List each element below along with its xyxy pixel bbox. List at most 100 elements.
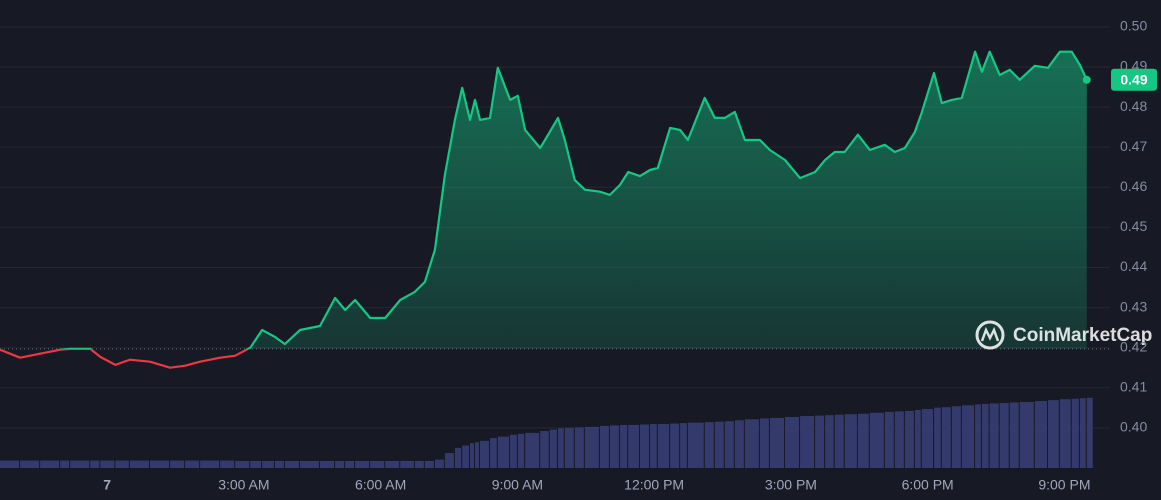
- volume-bar: [599, 425, 609, 468]
- volume-bar: [510, 434, 517, 468]
- watermark: CoinMarketCap: [975, 320, 1152, 350]
- volume-bar: [434, 459, 444, 468]
- volume-bar: [200, 460, 220, 468]
- volume-bar: [650, 424, 657, 468]
- volume-bar: [250, 460, 262, 468]
- price-line: [0, 50, 1088, 369]
- volume-bar: [800, 416, 815, 468]
- x-tick-label: 3:00 AM: [218, 477, 269, 493]
- volume-bar: [951, 406, 961, 468]
- volume-bar: [734, 420, 744, 468]
- volume-bar: [220, 460, 235, 468]
- volume-bar: [619, 424, 628, 468]
- volume-bar: [525, 432, 540, 468]
- volume-bar: [869, 412, 884, 468]
- volume-bar: [989, 403, 999, 468]
- volume-bar: [857, 413, 869, 468]
- volume-bar: [724, 421, 734, 468]
- volume-bar: [262, 460, 274, 468]
- last-point: [1082, 75, 1091, 84]
- x-tick-label: 9:00 AM: [492, 477, 543, 493]
- y-tick-label: 0.47: [1120, 138, 1147, 154]
- x-tick-label: 6:00 PM: [902, 477, 954, 493]
- volume-bar: [704, 422, 714, 468]
- volume-bar: [1086, 397, 1093, 468]
- x-tick-label: 3:00 PM: [765, 477, 817, 493]
- volume-bar: [444, 453, 454, 468]
- last-price-label: 0.49: [1120, 72, 1147, 88]
- volume-bar: [981, 403, 989, 468]
- volume-bar: [714, 421, 724, 468]
- volume-bar: [462, 445, 469, 468]
- watermark-text: CoinMarketCap: [1013, 325, 1152, 346]
- y-tick-label: 0.44: [1120, 258, 1147, 274]
- volume-bar: [370, 460, 385, 468]
- volume-bar: [564, 427, 574, 468]
- volume-bar: [961, 405, 975, 468]
- y-tick-label: 0.41: [1120, 378, 1147, 394]
- volume-bar: [1009, 402, 1019, 468]
- watermark-logo: [975, 320, 1005, 350]
- volume-bar: [769, 417, 784, 468]
- volume-bar: [914, 409, 921, 468]
- volume-bar: [320, 460, 335, 468]
- volume-bar: [355, 460, 370, 468]
- volume-bar: [115, 460, 129, 468]
- volume-bar: [884, 411, 894, 468]
- volume-bar: [904, 410, 914, 468]
- volume-bar: [299, 460, 320, 468]
- volume-bar: [517, 433, 525, 468]
- volume-bar: [549, 429, 557, 468]
- volume-bar: [628, 424, 640, 468]
- volume-bar: [640, 424, 650, 468]
- volume-bar: [149, 460, 170, 468]
- axes: 0.40 0.41 0.42 0.43 0.44 0.45 0.46 0.47 0.48 0.49…: [103, 18, 1157, 493]
- last-price-badge: [1111, 68, 1157, 91]
- y-tick-label: 0.46: [1120, 178, 1147, 194]
- volume-bar: [784, 416, 800, 468]
- volume-bar: [975, 404, 981, 468]
- volume-bar: [60, 460, 70, 468]
- volume-bar: [185, 460, 200, 468]
- volume-bar: [480, 440, 490, 468]
- plot: [0, 50, 1110, 369]
- volume-bar: [454, 447, 462, 468]
- volume-bar: [129, 460, 149, 468]
- volume-bar: [574, 427, 584, 468]
- volume-bar: [0, 460, 20, 468]
- volume-bar: [844, 414, 857, 468]
- volume-bar: [335, 460, 345, 468]
- watermark-logo-mark: [980, 326, 1000, 342]
- volume-bar: [999, 402, 1009, 468]
- volume-bar: [657, 424, 670, 468]
- volume-bar: [274, 460, 284, 468]
- volume-bar: [1019, 402, 1034, 468]
- y-tick-label: 0.42: [1120, 338, 1147, 354]
- volume-bar: [170, 460, 185, 468]
- volume-bar: [815, 415, 825, 468]
- volume-bar: [687, 422, 704, 468]
- volume-bar: [921, 409, 934, 468]
- volume-bar: [1071, 398, 1079, 468]
- volume-bar: [235, 460, 250, 468]
- volume-bar: [345, 460, 355, 468]
- x-tick-label: 7: [103, 477, 111, 493]
- volume-bar: [414, 460, 424, 468]
- volume-bar: [670, 423, 680, 468]
- x-tick-label: 6:00 AM: [355, 477, 406, 493]
- y-tick-label: 0.40: [1120, 419, 1147, 435]
- y-tick-label: 0.50: [1120, 18, 1147, 34]
- volume-bar: [934, 407, 941, 468]
- volume-bar: [744, 419, 759, 468]
- volume-bar: [90, 460, 100, 468]
- x-tick-label: 12:00 PM: [624, 477, 684, 493]
- volume-bar: [1059, 399, 1071, 468]
- volume-bar: [474, 442, 480, 468]
- volume-bar: [540, 431, 549, 468]
- volume-bar: [70, 460, 90, 468]
- volume-bar: [20, 460, 40, 468]
- volume-bar: [284, 460, 299, 468]
- volume-bar: [1079, 398, 1086, 468]
- volume-bar: [941, 407, 951, 468]
